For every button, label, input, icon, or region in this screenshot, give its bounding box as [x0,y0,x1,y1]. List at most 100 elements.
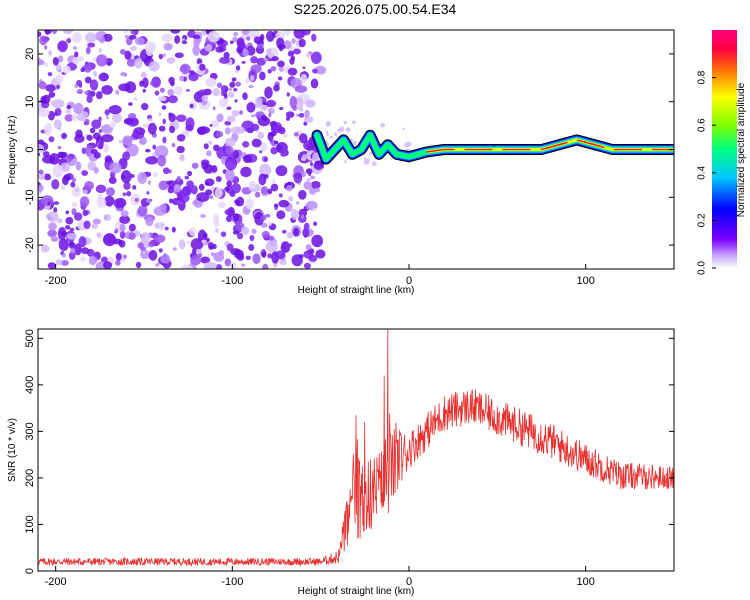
noise-blob [42,94,51,104]
noise-blob [224,208,236,216]
noise-blob [198,89,208,97]
noise-blob [118,240,123,246]
noise-blob [201,95,209,102]
noise-blob [78,83,83,88]
noise-blob [153,234,166,243]
noise-blob [268,221,272,226]
noise-blob [66,232,78,240]
noise-blob [115,252,122,261]
noise-blob [105,187,116,197]
noise-blob [167,89,175,96]
noise-blob [162,167,170,175]
noise-blob [52,56,59,66]
noise-blob [148,241,155,248]
noise-blob [201,99,208,106]
noise-blob [93,167,99,174]
noise-blob [273,84,280,92]
noise-blob [79,196,90,208]
noise-blob [287,50,294,57]
noise-blob [139,80,144,87]
noise-blob [80,256,86,262]
noise-blob [241,60,246,64]
noise-blob [148,249,158,261]
noise-blob [73,102,84,115]
noise-blob [352,141,357,145]
noise-blob [133,96,138,102]
noise-blob [84,32,97,43]
noise-blob [262,263,269,269]
noise-blob [270,124,283,134]
noise-blob [150,80,154,86]
noise-blob [344,160,347,164]
noise-blob [61,132,68,140]
page-title: S225.2026.075.00.54.E34 [293,1,457,17]
x-tick-label: -100 [221,275,243,287]
noise-blob [124,117,134,125]
noise-blob [279,107,284,111]
noise-blob [169,125,176,134]
noise-blob [174,86,183,96]
noise-blob [264,86,273,99]
noise-blob [222,96,229,104]
noise-blob [402,127,405,131]
noise-blob [309,187,317,195]
noise-blob [263,157,268,162]
noise-blob [223,93,228,99]
noise-blob [74,188,79,193]
noise-blob [106,115,109,120]
noise-blob [246,102,256,113]
x-tick-label: 100 [576,576,594,588]
noise-blob [147,180,151,185]
noise-blob [212,106,216,111]
noise-blob [166,57,176,64]
noise-blob [211,120,220,128]
noise-blob [245,78,250,84]
y-tick-label: 0 [24,146,36,152]
noise-blob [152,172,158,178]
noise-blob [191,248,197,254]
noise-blob [98,47,102,54]
noise-blob [256,57,266,66]
noise-blob [145,156,159,165]
noise-blob [78,236,87,248]
noise-blob [226,180,233,187]
noise-blob [95,91,103,100]
noise-blob [329,135,333,139]
noise-blob [193,38,200,48]
noise-blob [207,30,220,43]
noise-blob [218,57,230,64]
noise-blob [215,264,223,269]
noise-blob [91,119,102,130]
noise-blob [312,152,321,163]
colorbar-gradient [712,30,737,268]
noise-blob [118,140,123,144]
noise-blob [303,181,313,190]
noise-blob [216,82,223,88]
y-tick-label: 500 [24,329,36,347]
noise-blob [142,251,147,255]
noise-blob [315,249,326,259]
noise-blob [130,45,137,51]
noise-blob [82,209,89,217]
noise-blob [252,253,261,265]
noise-blob [44,62,49,67]
noise-blob [96,232,101,238]
noise-blob [47,201,51,206]
noise-blob [87,42,96,48]
noise-blob [169,198,173,204]
noise-blob [283,30,292,36]
noise-blob [74,243,82,256]
noise-blob [170,80,175,87]
noise-blob [294,85,308,93]
spectrogram-y-axis-label: Frequency (Hz) [7,116,18,185]
noise-blob [345,127,351,133]
snr-series [38,329,674,567]
noise-blob [52,30,58,34]
noise-blob [267,69,272,74]
noise-blob [120,210,129,218]
noise-blob [124,50,132,60]
noise-blob [119,48,126,55]
noise-blob [178,192,190,203]
noise-blob [286,232,294,239]
noise-blob [142,77,149,88]
